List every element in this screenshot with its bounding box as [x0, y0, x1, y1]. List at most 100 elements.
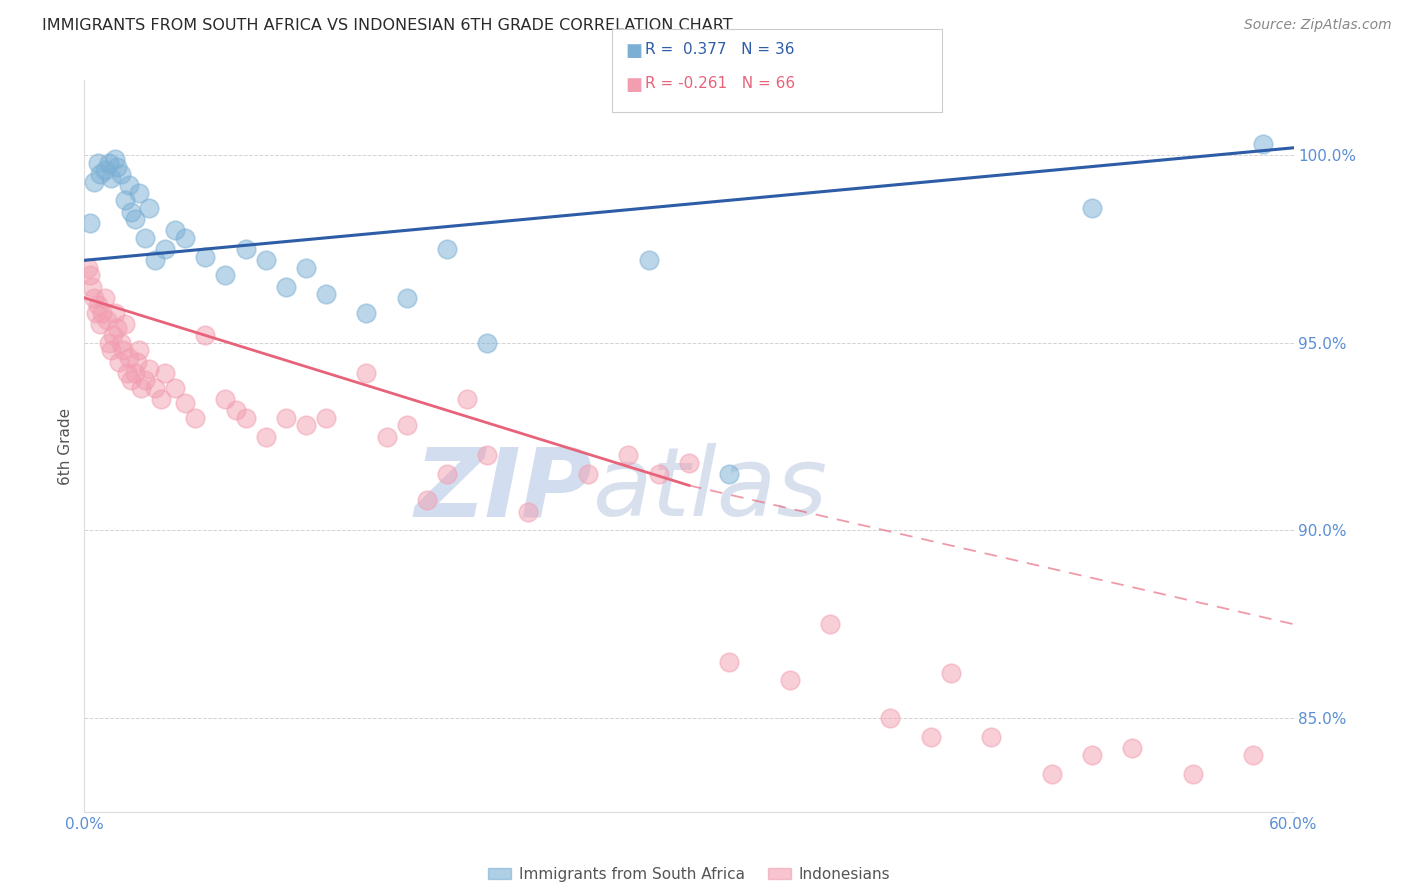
Text: R =  0.377   N = 36: R = 0.377 N = 36 [645, 42, 794, 57]
Point [82, 279, 104, 293]
Point [93, 163, 115, 178]
Point [920, 730, 942, 744]
Point [356, 306, 378, 320]
Point [939, 665, 962, 680]
Point [165, 223, 187, 237]
Point [274, 279, 297, 293]
Point [105, 160, 128, 174]
Point [477, 449, 499, 463]
Point [104, 152, 127, 166]
Point [477, 335, 499, 350]
Point [100, 170, 122, 185]
Point [100, 343, 122, 358]
Point [165, 381, 187, 395]
Point [110, 167, 132, 181]
Point [79, 268, 101, 283]
Point [111, 343, 134, 358]
Point [395, 418, 418, 433]
Point [128, 343, 150, 358]
Point [89, 317, 111, 331]
Point [184, 410, 207, 425]
Point [114, 317, 136, 331]
Point [214, 268, 236, 283]
Point [118, 351, 141, 365]
Point [87, 156, 110, 170]
Point [235, 410, 257, 425]
Point [254, 429, 277, 443]
Point [678, 456, 700, 470]
Point [134, 373, 156, 387]
Point [456, 392, 478, 406]
Point [980, 730, 1002, 744]
Point [79, 216, 101, 230]
Point [97, 156, 120, 170]
Point [105, 321, 128, 335]
Point [91, 306, 114, 320]
Point [104, 306, 127, 320]
Point [295, 260, 318, 275]
Point [83, 291, 105, 305]
Point [315, 410, 337, 425]
Point [779, 673, 801, 688]
Point [149, 392, 172, 406]
Text: R = -0.261   N = 66: R = -0.261 N = 66 [645, 76, 796, 91]
Point [174, 231, 197, 245]
Point [1121, 741, 1143, 756]
Point [718, 655, 741, 669]
Point [395, 291, 418, 305]
Point [416, 493, 439, 508]
Y-axis label: 6th Grade: 6th Grade [58, 408, 73, 484]
Point [138, 201, 160, 215]
Point [1253, 136, 1275, 151]
Point [818, 617, 841, 632]
Point [125, 354, 148, 368]
Point [124, 366, 146, 380]
Point [128, 186, 150, 200]
Point [114, 194, 136, 208]
Point [617, 449, 640, 463]
Point [174, 396, 197, 410]
Point [225, 403, 247, 417]
Point [436, 467, 458, 482]
Point [77, 260, 100, 275]
Point [134, 231, 156, 245]
Point [153, 242, 176, 256]
Text: ■: ■ [626, 76, 643, 94]
Point [436, 242, 458, 256]
Point [576, 467, 599, 482]
Point [120, 373, 142, 387]
Point [129, 381, 152, 395]
Point [879, 711, 901, 725]
Point [254, 253, 277, 268]
Point [86, 306, 108, 320]
Point [1081, 748, 1104, 763]
Legend: Immigrants from South Africa, Indonesians: Immigrants from South Africa, Indonesian… [482, 861, 896, 888]
Point [101, 328, 124, 343]
Text: ZIP: ZIP [415, 443, 592, 536]
Point [107, 354, 129, 368]
Point [295, 418, 318, 433]
Point [143, 253, 166, 268]
Point [115, 366, 138, 380]
Point [93, 291, 115, 305]
Point [1241, 748, 1264, 763]
Point [648, 467, 671, 482]
Point [87, 298, 110, 312]
Point [516, 505, 538, 519]
Point [1181, 767, 1204, 781]
Point [120, 204, 142, 219]
Text: IMMIGRANTS FROM SOUTH AFRICA VS INDONESIAN 6TH GRADE CORRELATION CHART: IMMIGRANTS FROM SOUTH AFRICA VS INDONESI… [42, 18, 733, 33]
Point [97, 335, 120, 350]
Point [235, 242, 257, 256]
Point [96, 313, 118, 327]
Point [315, 287, 337, 301]
Point [110, 335, 132, 350]
Point [1040, 767, 1063, 781]
Point [637, 253, 659, 268]
Point [118, 178, 141, 193]
Point [153, 366, 176, 380]
Text: atlas: atlas [592, 443, 827, 536]
Point [194, 328, 217, 343]
Point [124, 212, 146, 227]
Point [356, 366, 378, 380]
